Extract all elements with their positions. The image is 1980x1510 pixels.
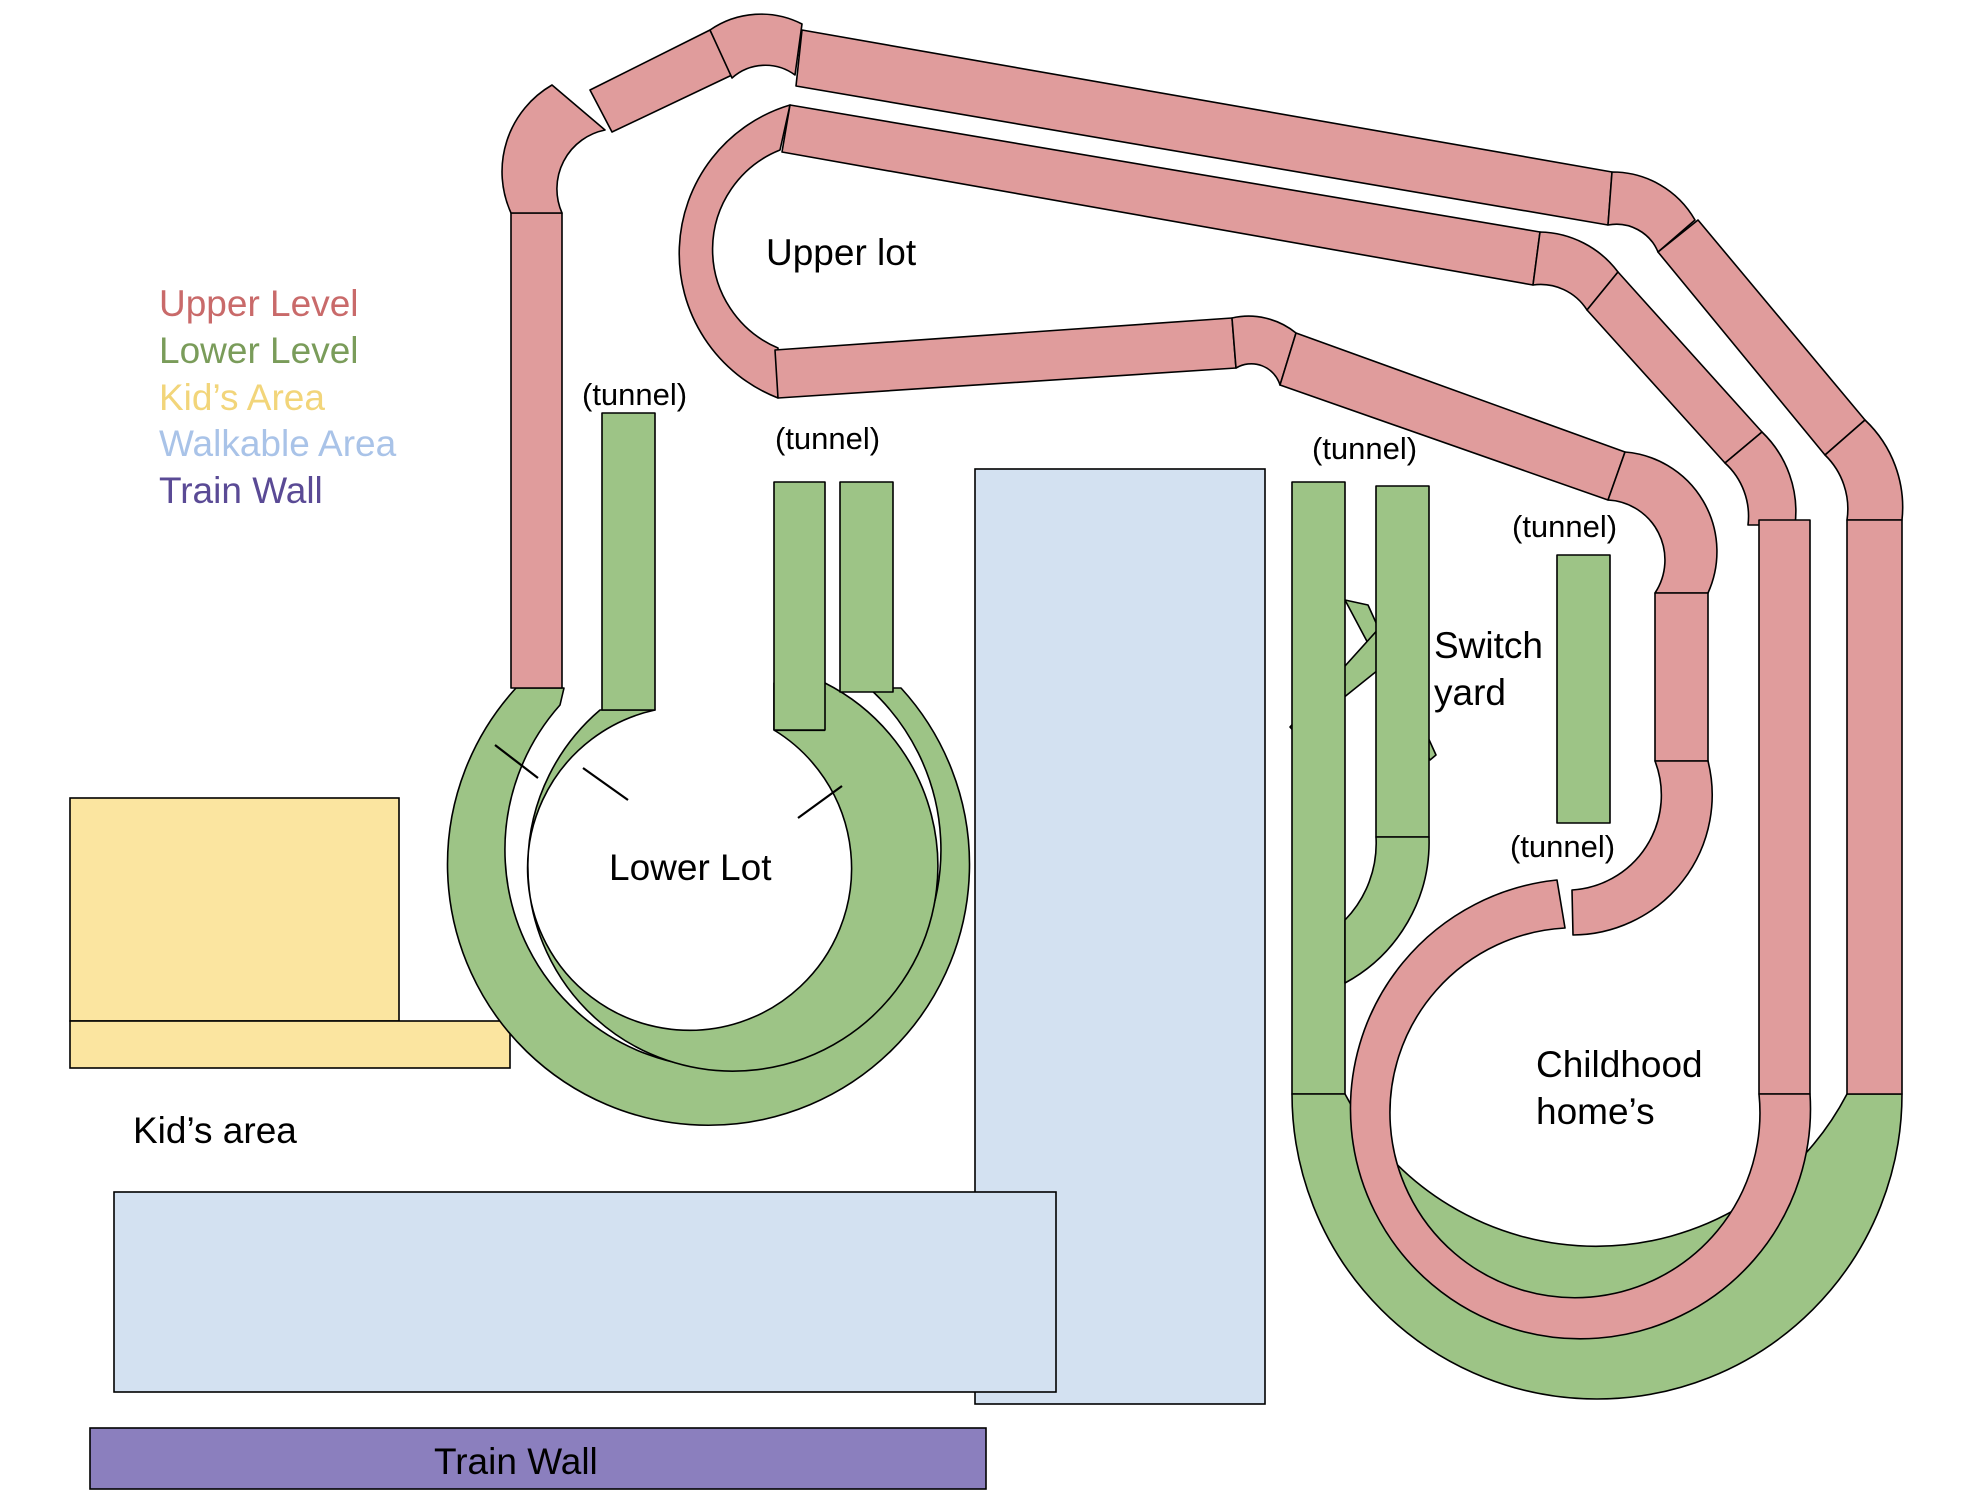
upper-level-track xyxy=(501,13,1904,1340)
lower-bottom-loop xyxy=(1291,1093,1903,1400)
legend-walkable-area: Walkable Area xyxy=(159,423,397,464)
upper-right-short-straight xyxy=(1654,592,1709,762)
tunnel-label-2: (tunnel) xyxy=(775,421,880,456)
switch-yard-straight-2 xyxy=(1375,485,1430,838)
lower-outer-loop xyxy=(446,687,971,1127)
lower-inner-seg-joint-left xyxy=(582,767,629,801)
upper-top-diag-1 xyxy=(589,29,733,133)
legend: Upper Level Lower Level Kid’s Area Walka… xyxy=(159,283,397,511)
switch-yard-label-line1: Switch xyxy=(1434,625,1543,666)
lower-lot-label: Lower Lot xyxy=(609,847,772,888)
walkable-area-horizontal xyxy=(113,1191,1057,1393)
upper-lot-bottom-straight xyxy=(774,317,1237,399)
upper-outer-right-curve xyxy=(1824,419,1904,521)
upper-inner-right-straight xyxy=(1758,519,1811,1095)
upper-left-top-curve xyxy=(501,84,606,214)
tunnel-label-3: (tunnel) xyxy=(1312,431,1417,466)
upper-top-curve-small xyxy=(709,13,803,79)
upper-mid-curve xyxy=(1607,451,1718,594)
legend-train-wall: Train Wall xyxy=(159,470,323,511)
lower-tunnel-straight-2 xyxy=(773,481,826,731)
legend-upper-level: Upper Level xyxy=(159,283,359,324)
tunnel-label-4: (tunnel) xyxy=(1512,509,1617,544)
upper-s-curve-upper xyxy=(1571,760,1713,936)
upper-lot-label: Upper lot xyxy=(766,232,917,273)
train-wall-label: Train Wall xyxy=(434,1441,598,1482)
upper-childhood-loop xyxy=(1349,879,1812,1340)
childhood-home-label-line1: Childhood xyxy=(1536,1044,1703,1085)
switch-yard-curve xyxy=(1344,836,1430,984)
upper-outer-top-right-curve xyxy=(1607,171,1696,253)
legend-kids-area: Kid’s Area xyxy=(159,377,325,418)
upper-outer-right-straight xyxy=(1846,519,1903,1095)
upper-inner-loop xyxy=(678,104,791,399)
kids-area-region xyxy=(69,797,511,1069)
upper-mid-diag xyxy=(1279,332,1626,501)
tunnel-label-5: (tunnel) xyxy=(1510,829,1615,864)
lower-tunnel-straight-1 xyxy=(601,412,656,711)
switch-yard-straight-1 xyxy=(1291,481,1346,1095)
switch-yard-label-line2: yard xyxy=(1434,672,1506,713)
lower-outer-seg-joint xyxy=(494,744,539,779)
lower-tunnel-straight-3 xyxy=(839,481,894,693)
lower-tunnel-straight-4 xyxy=(1556,554,1611,824)
walkable-area-region xyxy=(113,468,1266,1405)
upper-left-straight xyxy=(510,212,563,689)
lower-level-track xyxy=(446,412,1903,1400)
tunnel-label-1: (tunnel) xyxy=(582,377,687,412)
train-wall-block xyxy=(89,1427,987,1490)
lower-inner-seg-joint-right xyxy=(797,785,843,819)
legend-lower-level: Lower Level xyxy=(159,330,359,371)
childhood-home-label-line2: home’s xyxy=(1536,1091,1655,1132)
kids-area-block xyxy=(69,797,400,1022)
kids-area-strip xyxy=(69,1020,511,1069)
kids-area-label: Kid’s area xyxy=(133,1110,297,1151)
